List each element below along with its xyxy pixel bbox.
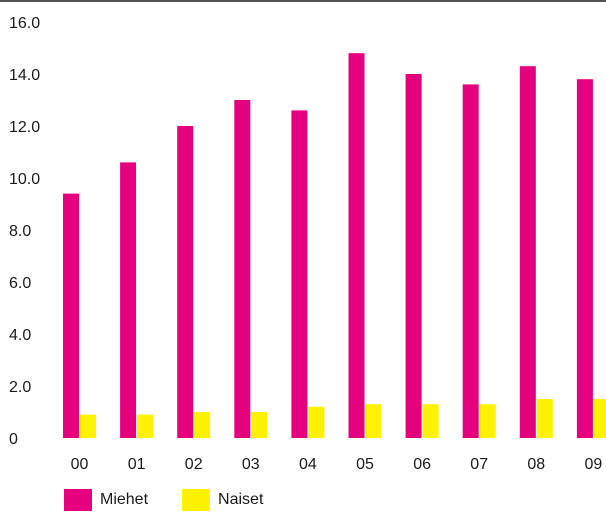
y-tick-label: 12.0 [9, 119, 40, 136]
x-tick-label: 02 [185, 456, 203, 473]
y-tick-label: 16.0 [9, 15, 40, 32]
bar-naiset-09 [593, 399, 606, 438]
x-tick-label: 08 [527, 456, 545, 473]
y-tick-label: 6.0 [9, 275, 31, 292]
bar-naiset-06 [422, 404, 439, 438]
bar-miehet-00 [63, 193, 79, 438]
x-tick-label: 06 [413, 456, 431, 473]
bar-naiset-05 [365, 404, 382, 438]
bar-miehet-09 [576, 79, 593, 438]
y-tick-label: 8.0 [9, 223, 31, 240]
x-tick-label: 04 [299, 456, 317, 473]
x-tick-label: 03 [242, 456, 260, 473]
bar-miehet-01 [120, 162, 137, 438]
bar-miehet-06 [405, 74, 422, 438]
bar-miehet-08 [519, 66, 536, 438]
bar-naiset-00 [80, 414, 96, 438]
bar-naiset-07 [479, 404, 496, 438]
bar-naiset-04 [308, 406, 325, 438]
legend-item-series-0: Miehet [64, 489, 148, 511]
x-tick-label: 00 [71, 456, 89, 473]
y-tick-label: 10.0 [9, 171, 40, 188]
bar-miehet-07 [462, 84, 479, 439]
bar-miehet-04 [291, 110, 308, 439]
bar-naiset-01 [137, 414, 154, 438]
legend-label-series-1: Naiset [218, 491, 264, 508]
y-tick-label: 2.0 [9, 379, 31, 396]
legend-item-series-1: Naiset [182, 489, 263, 511]
x-tick-label: 07 [470, 456, 488, 473]
y-tick-label: 14.0 [9, 67, 40, 84]
legend-swatch-series-1 [182, 489, 211, 511]
legend-label-series-0: Miehet [100, 491, 149, 508]
x-tick-label: 05 [356, 456, 374, 473]
bar-miehet-05 [348, 53, 365, 438]
bar-miehet-02 [177, 126, 194, 438]
legend-swatch-series-0 [64, 489, 92, 511]
bar-naiset-02 [194, 412, 211, 438]
x-tick-label: 09 [585, 456, 603, 473]
chart-legend: Miehet Naiset [64, 485, 297, 515]
bar-miehet-03 [234, 100, 251, 438]
y-tick-label: 4.0 [9, 327, 31, 344]
bar-naiset-03 [251, 412, 268, 438]
y-tick-label: 0 [9, 431, 18, 448]
bar-naiset-08 [536, 399, 553, 438]
x-tick-label: 01 [128, 456, 146, 473]
